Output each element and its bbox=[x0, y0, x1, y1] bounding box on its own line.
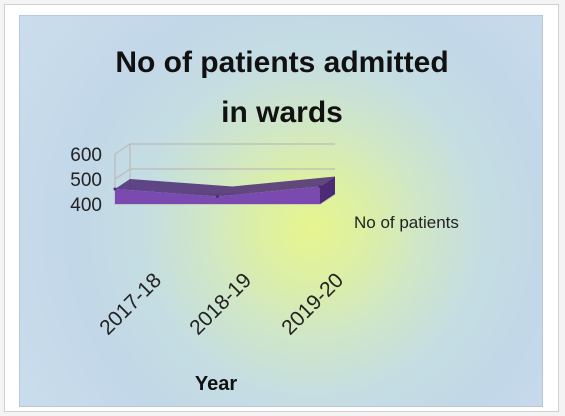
x-tick-labels: 2017-18 2018-19 2019-20 bbox=[95, 269, 348, 340]
legend-entry-no-of-patients: No of patients bbox=[354, 213, 459, 232]
chart-title-line-2: in wards bbox=[221, 96, 343, 129]
data-point-2018-19 bbox=[216, 195, 219, 198]
category-label-2017-18: 2017-18 bbox=[95, 269, 166, 340]
y-tick-label: 600 bbox=[70, 145, 102, 166]
y-tick-labels: 600 500 400 bbox=[70, 145, 102, 216]
data-point-2017-18 bbox=[113, 187, 117, 191]
data-series-area bbox=[113, 176, 335, 204]
category-label-2019-20: 2019-20 bbox=[277, 269, 348, 340]
chart-svg: No of patients admitted in wards 600 500 4… bbox=[70, 46, 459, 395]
gridline-0 bbox=[114, 143, 335, 155]
slide-frame: No of patients admitted in wards 600 500 4… bbox=[4, 4, 559, 412]
area-side-face bbox=[320, 176, 335, 204]
y-tick-label: 500 bbox=[70, 170, 102, 191]
data-point-2019-20 bbox=[318, 185, 322, 188]
x-axis-title: Year bbox=[195, 373, 237, 395]
area-front-face bbox=[115, 186, 320, 204]
y-tick-label: 400 bbox=[70, 195, 102, 216]
chart-panel: No of patients admitted in wards 600 500 4… bbox=[19, 15, 543, 407]
chart-title-line-1: No of patients admitted bbox=[115, 46, 448, 79]
category-label-2018-19: 2018-19 bbox=[185, 269, 256, 340]
gridline-1 bbox=[114, 168, 335, 180]
area-top-face bbox=[115, 176, 335, 197]
